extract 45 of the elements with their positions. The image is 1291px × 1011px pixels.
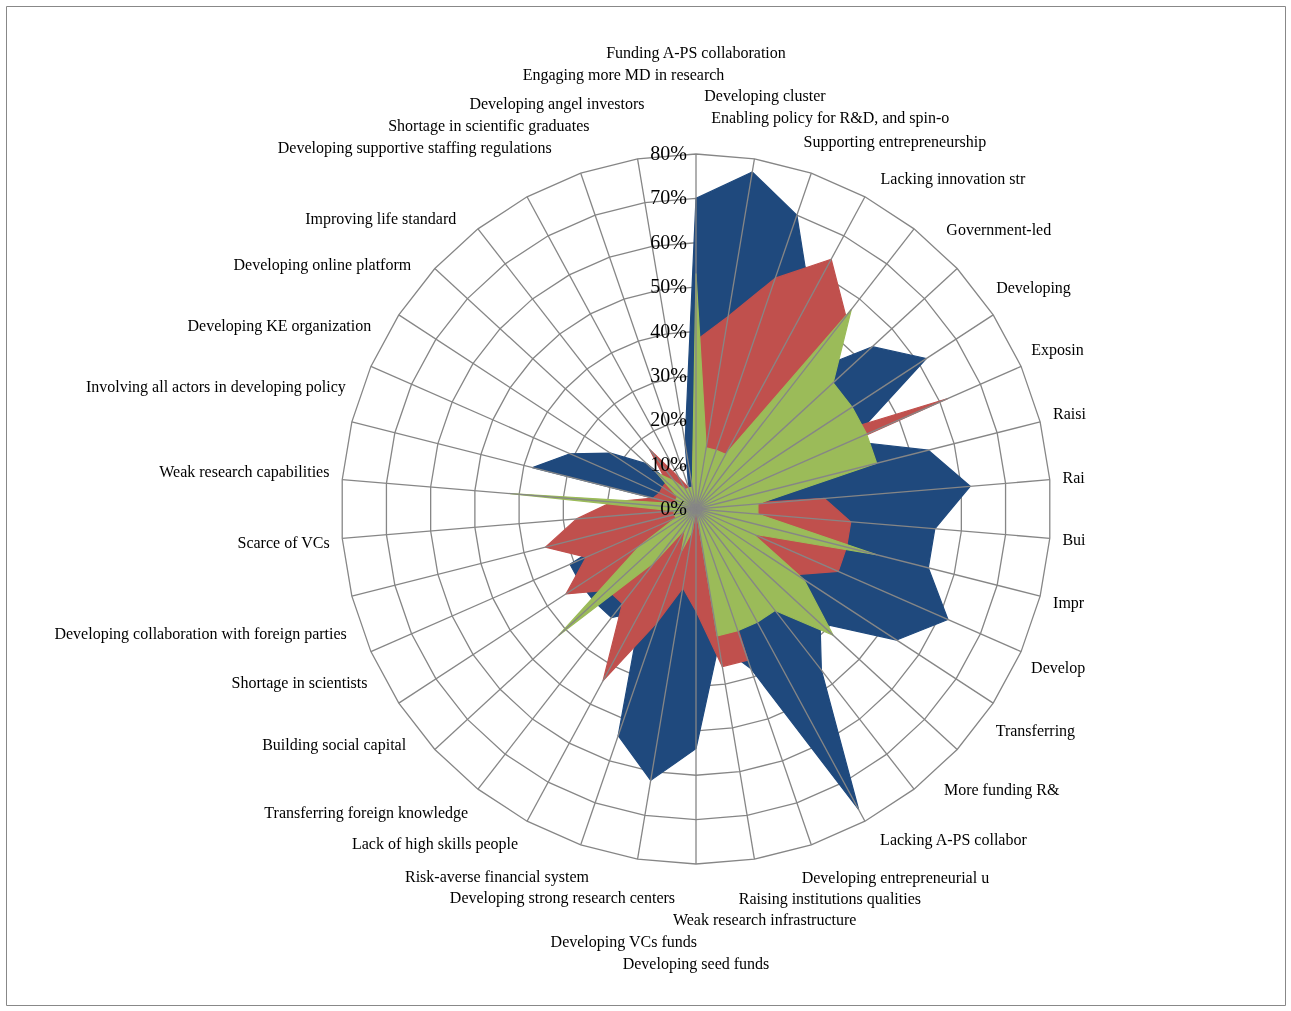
spoke-label: Weak research infrastructure	[672, 911, 857, 929]
spoke-label: Developing VCs funds	[550, 932, 697, 951]
spoke-label: Shortage in scientific graduates	[388, 117, 590, 136]
spoke-label: Supporting entrepreneurship	[803, 132, 987, 151]
spoke-label: Raising institutions qualities	[738, 889, 921, 908]
spoke-label: Developing supportive staffing regulations	[277, 138, 552, 157]
spoke-label: Developing	[996, 279, 1071, 298]
spoke-label: Raisi	[1053, 405, 1087, 423]
y-tick-label: 70%	[650, 186, 687, 209]
y-tick-label: 40%	[650, 319, 687, 342]
spoke-label: Shortage in scientists	[231, 673, 368, 692]
spoke-label: Developing strong research centers	[449, 889, 676, 908]
spoke-label: Engaging more MD in research	[522, 65, 725, 84]
spoke-label: Developing cluster	[704, 86, 827, 105]
y-tick-label: 0%	[660, 497, 687, 519]
spoke-label: Lack of high skills people	[351, 835, 519, 854]
spoke-label: Building social capital	[262, 736, 407, 755]
spoke-label: Risk-averse financial system	[404, 867, 590, 886]
spoke-label: Scarce of VCs	[237, 534, 330, 552]
y-tick-label: 30%	[650, 363, 687, 386]
spoke-label: Developing online platform	[233, 255, 412, 274]
spoke-label: Developing collaboration with foreign parties	[54, 625, 347, 644]
spoke-label: Enabling policy for R&D, and spin-o	[711, 109, 950, 127]
spoke-label: Develop	[1031, 658, 1086, 677]
spoke-label: Developing KE organization	[187, 317, 372, 336]
spoke-label: Exposin	[1031, 341, 1084, 360]
spoke-label: Bui	[1062, 531, 1087, 549]
spoke-label: Transferring	[995, 721, 1076, 740]
y-tick-label: 80%	[650, 142, 687, 164]
spoke-label: Involving all actors in developing policy	[85, 378, 346, 397]
spoke-label: More funding R&	[943, 781, 1061, 800]
spoke-label: Lacking A-PS collabor	[880, 830, 1028, 849]
spoke-label: Weak research capabilities	[159, 462, 330, 481]
spoke-label: Lacking innovation str	[880, 169, 1027, 188]
spoke-label: Transferring foreign knowledge	[264, 803, 469, 822]
spoke-label: Developing entrepreneurial u	[801, 868, 990, 887]
spoke-label: Government-led	[946, 221, 1052, 239]
spoke-label: Impr	[1053, 594, 1085, 613]
spoke-label: Improving life standard	[305, 209, 457, 228]
spoke-label: Rai	[1062, 468, 1086, 486]
y-tick-label: 50%	[650, 275, 687, 298]
spoke-label: Developing angel investors	[469, 95, 645, 114]
spoke-label: Developing seed funds	[622, 954, 770, 973]
spoke-label: Funding A-PS collaboration	[606, 44, 786, 63]
y-tick-label: 60%	[650, 230, 687, 253]
